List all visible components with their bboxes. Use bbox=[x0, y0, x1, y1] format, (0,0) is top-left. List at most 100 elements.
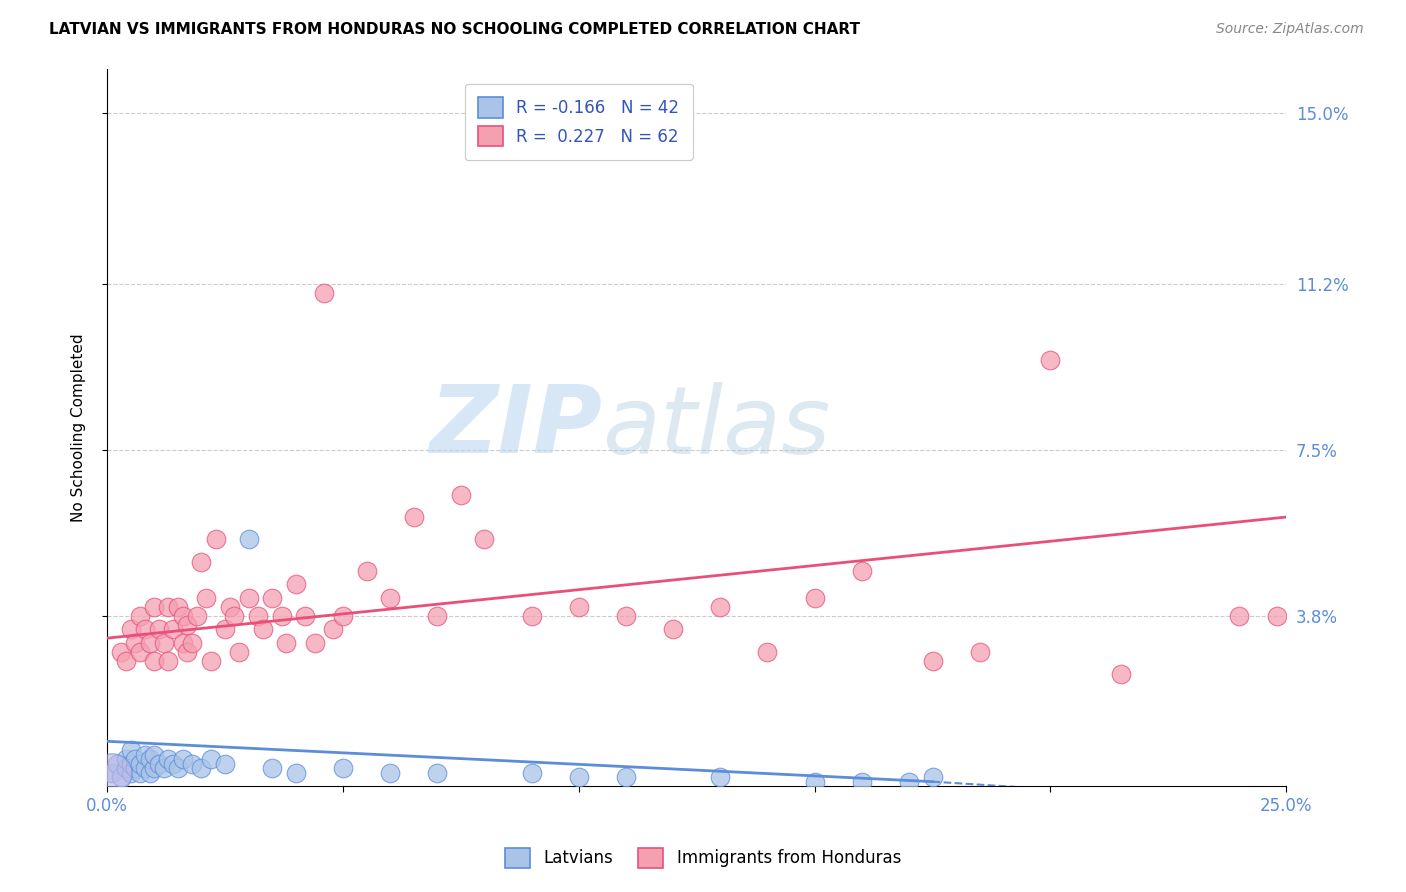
Point bbox=[172, 635, 194, 649]
Point bbox=[756, 644, 779, 658]
Point bbox=[181, 635, 204, 649]
Point bbox=[124, 761, 146, 775]
Point bbox=[115, 752, 138, 766]
Point bbox=[152, 761, 174, 775]
Point bbox=[176, 617, 198, 632]
Point bbox=[166, 599, 188, 614]
Legend: R = -0.166   N = 42, R =  0.227   N = 62: R = -0.166 N = 42, R = 0.227 N = 62 bbox=[465, 84, 693, 160]
Point bbox=[228, 644, 250, 658]
Point bbox=[157, 752, 180, 766]
Text: Source: ZipAtlas.com: Source: ZipAtlas.com bbox=[1216, 22, 1364, 37]
Point bbox=[157, 599, 180, 614]
Point bbox=[110, 644, 132, 658]
Point bbox=[284, 577, 307, 591]
Point bbox=[101, 765, 124, 780]
Point bbox=[138, 635, 160, 649]
Point bbox=[568, 770, 591, 784]
Point bbox=[332, 608, 354, 623]
Point bbox=[129, 608, 152, 623]
Point bbox=[262, 591, 284, 605]
Text: atlas: atlas bbox=[602, 382, 831, 473]
Point bbox=[426, 608, 449, 623]
Point bbox=[143, 761, 166, 775]
Point bbox=[186, 608, 208, 623]
Point bbox=[520, 765, 543, 780]
Point bbox=[520, 608, 543, 623]
Point bbox=[426, 765, 449, 780]
Point bbox=[238, 591, 260, 605]
Point bbox=[157, 654, 180, 668]
Point bbox=[214, 756, 236, 771]
Point bbox=[402, 510, 425, 524]
Point bbox=[378, 765, 401, 780]
Point bbox=[120, 756, 142, 771]
Point bbox=[1039, 353, 1062, 368]
Point bbox=[969, 644, 991, 658]
Point bbox=[138, 752, 160, 766]
Point bbox=[322, 622, 344, 636]
Y-axis label: No Schooling Completed: No Schooling Completed bbox=[72, 333, 86, 522]
Point bbox=[148, 756, 170, 771]
Text: LATVIAN VS IMMIGRANTS FROM HONDURAS NO SCHOOLING COMPLETED CORRELATION CHART: LATVIAN VS IMMIGRANTS FROM HONDURAS NO S… bbox=[49, 22, 860, 37]
Point bbox=[921, 770, 943, 784]
Point bbox=[270, 608, 292, 623]
Point bbox=[898, 774, 921, 789]
Point bbox=[143, 747, 166, 762]
Point bbox=[143, 599, 166, 614]
Point bbox=[143, 654, 166, 668]
Point bbox=[224, 608, 246, 623]
Point bbox=[172, 608, 194, 623]
Point bbox=[851, 774, 873, 789]
Point bbox=[129, 644, 152, 658]
Point bbox=[214, 622, 236, 636]
Point bbox=[129, 756, 152, 771]
Point bbox=[312, 285, 335, 300]
Point bbox=[1227, 608, 1250, 623]
Point bbox=[148, 622, 170, 636]
Point bbox=[134, 747, 156, 762]
Point bbox=[276, 635, 298, 649]
Point bbox=[115, 654, 138, 668]
Point bbox=[190, 761, 212, 775]
Point bbox=[134, 761, 156, 775]
Point bbox=[662, 622, 685, 636]
Point bbox=[124, 635, 146, 649]
Point bbox=[851, 564, 873, 578]
Point bbox=[238, 533, 260, 547]
Point bbox=[124, 752, 146, 766]
Point bbox=[294, 608, 316, 623]
Point bbox=[332, 761, 354, 775]
Point bbox=[166, 761, 188, 775]
Point bbox=[200, 654, 222, 668]
Point bbox=[709, 599, 731, 614]
Point bbox=[120, 765, 142, 780]
Point bbox=[181, 756, 204, 771]
Point bbox=[803, 591, 825, 605]
Point bbox=[162, 756, 184, 771]
Point bbox=[115, 761, 138, 775]
Point bbox=[356, 564, 378, 578]
Point bbox=[101, 765, 124, 780]
Point bbox=[218, 599, 240, 614]
Point bbox=[176, 644, 198, 658]
Legend: Latvians, Immigrants from Honduras: Latvians, Immigrants from Honduras bbox=[499, 841, 907, 875]
Point bbox=[921, 654, 943, 668]
Point bbox=[110, 770, 132, 784]
Point bbox=[568, 599, 591, 614]
Point bbox=[709, 770, 731, 784]
Point bbox=[162, 622, 184, 636]
Point bbox=[120, 743, 142, 757]
Point bbox=[247, 608, 270, 623]
Point bbox=[378, 591, 401, 605]
Text: ZIP: ZIP bbox=[429, 382, 602, 474]
Point bbox=[284, 765, 307, 780]
Point bbox=[138, 765, 160, 780]
Point bbox=[450, 487, 472, 501]
Point bbox=[172, 752, 194, 766]
Point bbox=[200, 752, 222, 766]
Point bbox=[152, 635, 174, 649]
Point bbox=[204, 533, 226, 547]
Point bbox=[1265, 608, 1288, 623]
Point bbox=[105, 756, 128, 771]
Point bbox=[129, 765, 152, 780]
